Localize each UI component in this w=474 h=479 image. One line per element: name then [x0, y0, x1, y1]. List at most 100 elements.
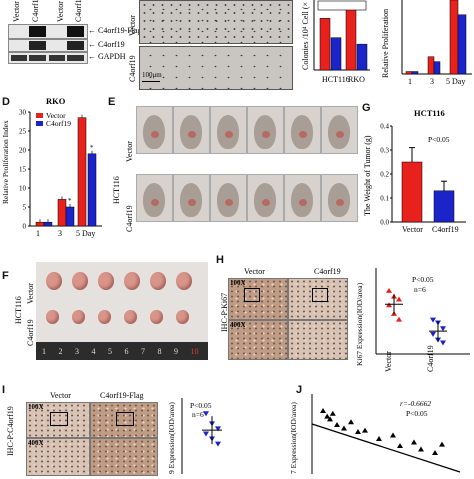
j-r: r=-0.6662	[400, 399, 431, 408]
ki67-point	[396, 296, 402, 302]
mag-label: 100X	[230, 279, 246, 287]
tumor-title: HCT116	[414, 108, 445, 118]
prolif-top-xtick: 5 Day	[446, 77, 465, 86]
excised-tumor	[124, 310, 137, 324]
mouse-photo	[210, 106, 247, 154]
excised-tumor	[150, 272, 166, 290]
scale-bar	[142, 81, 160, 82]
prolif-top-bar	[405, 71, 413, 75]
rko-xtick: 1	[36, 229, 40, 238]
panel-letter: I	[2, 384, 6, 396]
i-point	[203, 411, 209, 417]
inset-box	[312, 288, 328, 302]
rko-bar	[43, 221, 53, 227]
rko-bar	[65, 206, 75, 227]
ki67-point	[396, 316, 402, 322]
col-label: Vector	[50, 391, 71, 400]
excised-tumor	[98, 272, 114, 290]
tumor-weight-svg: HCT116 The Weight of Tumor (g) P<0.05 0.…	[363, 108, 466, 234]
inset-box	[244, 288, 260, 302]
rko-bar	[35, 221, 45, 227]
j-ylabel: 7 Expression(IOD/area)	[289, 402, 298, 474]
colony-bar	[356, 43, 368, 71]
i-ylabel: 9 Expression(IOD/area)	[167, 402, 176, 474]
excised-tumor	[72, 272, 88, 290]
ruler-number: 6	[124, 347, 129, 356]
j-point	[439, 441, 445, 447]
ruler: 1 2 3 4 5 6 7 8 9 10	[36, 342, 208, 360]
excised-tumor	[176, 310, 189, 324]
ki67-n: n=6	[414, 285, 426, 294]
row-label: C4orf19	[26, 319, 35, 346]
tumor-pvalue: P<0.05	[428, 135, 450, 144]
j-point	[418, 446, 424, 452]
rko-significance: *	[90, 144, 94, 152]
rko-title: RKO	[46, 96, 66, 106]
tumor-ytick-label: 0.1	[380, 195, 389, 203]
j-point	[376, 436, 382, 441]
ihc-flag-100x	[90, 402, 158, 438]
ihc-vector-100x	[26, 402, 90, 438]
panel-letter: D	[2, 96, 10, 108]
inset-box	[50, 412, 68, 426]
lane-label: C4orf19	[74, 0, 83, 22]
ruler-number: 1	[42, 347, 46, 356]
band-label: ← C4orf19	[88, 40, 125, 49]
lane-label: C4orf19	[31, 0, 40, 22]
excised-tumor	[72, 310, 85, 324]
i-point	[215, 426, 221, 432]
colony-ylabel: Colonies /10⁴ Cell (×	[301, 2, 310, 70]
prolif-top-bar	[433, 61, 441, 75]
rko-prolif-svg: RKO Relative Proliferation Index 0 5 10 15 2…	[1, 96, 102, 238]
row-label: Vector	[125, 141, 134, 162]
ruler-number: 9	[174, 347, 178, 356]
western-blot-panel: Vector C4orf19 Vector C4orf19 ← C4orf19-…	[0, 0, 142, 90]
i-point	[203, 431, 209, 437]
ihc-vector-400x	[228, 320, 288, 360]
excised-tumor	[46, 310, 59, 324]
mouse-photo	[284, 174, 321, 222]
row-label: C4orf19	[125, 205, 134, 232]
ki67-point	[386, 287, 392, 293]
mag-label: 400X	[28, 439, 44, 447]
ruler-number: 3	[75, 347, 79, 356]
rko-bar	[87, 153, 97, 227]
tumor-photo: 1 2 3 4 5 6 7 8 9 10	[36, 262, 208, 360]
rko-ytick-label: 20	[19, 147, 27, 155]
ki67-scatter-svg: Ki67 Expression(IOD/area) P<0.05 n=6	[355, 268, 470, 366]
legend-c4orf19: C4orf19	[46, 119, 71, 128]
j-point	[329, 410, 336, 416]
row-label: Vector	[26, 283, 35, 304]
j-regression-line	[311, 423, 461, 473]
j-point	[334, 422, 340, 427]
tumor-ytick-label: 0.3	[380, 147, 389, 155]
rko-bar	[57, 199, 67, 227]
j-point	[320, 408, 326, 413]
rko-ylabel: Relative Proliferation Index	[1, 120, 10, 204]
ki67-pvalue: P<0.05	[412, 275, 434, 284]
prolif-top-bar	[457, 14, 467, 75]
tumor-xtick: C4orf19	[432, 225, 459, 234]
j-point	[355, 429, 361, 434]
mouse-photo	[247, 106, 284, 154]
band-label: ← C4orf19-Flag	[88, 26, 142, 35]
band-label: ← GAPDH	[88, 52, 126, 61]
mouse-photo	[173, 106, 210, 154]
correlation-panel: J 7 Expression(IOD/area) r=-0.6662 P<0.0…	[282, 384, 474, 474]
j-point	[341, 425, 347, 431]
micrograph-c4orf19	[139, 46, 293, 90]
ruler-number: 7	[141, 347, 145, 356]
tumor-bar	[433, 190, 455, 223]
colony-xtick: RKO	[348, 75, 365, 84]
j-point	[397, 443, 403, 448]
col-label: Vector	[244, 267, 265, 276]
mouse-photo	[210, 174, 247, 222]
colony-legend-box	[317, 0, 367, 11]
tumor-ytick-label: 0.2	[380, 171, 389, 179]
rko-significance: *	[68, 197, 72, 205]
prolif-top-ylabel: Relative Proliferation	[381, 9, 390, 78]
j-point	[432, 450, 438, 455]
prolif-top-bar	[427, 56, 435, 75]
tumor-ytick-label: 0.0	[380, 219, 389, 227]
tumor-bar	[401, 161, 423, 223]
